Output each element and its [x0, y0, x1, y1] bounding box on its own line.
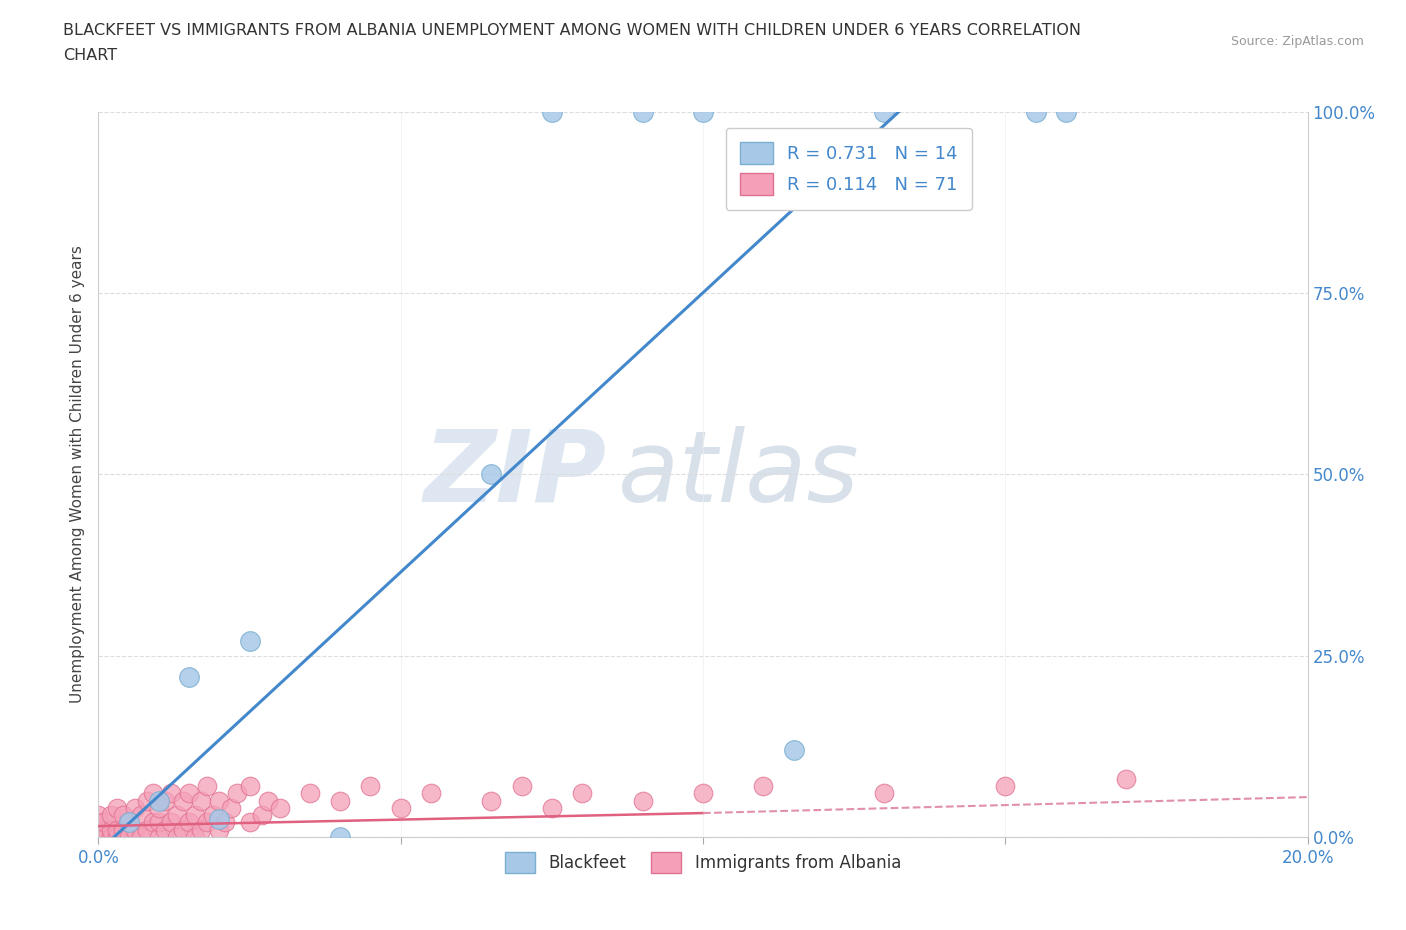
Point	[100, 808, 122, 823]
Point	[190, 793, 212, 808]
Point	[135, 793, 157, 808]
Point	[166, 808, 188, 823]
Text: CHART: CHART	[63, 48, 117, 63]
Point	[124, 801, 146, 816]
Point	[105, 801, 128, 816]
Point	[208, 793, 231, 808]
Point	[202, 808, 225, 823]
Point	[93, 822, 115, 837]
Point	[873, 786, 896, 801]
Point	[93, 815, 115, 830]
Point	[540, 104, 562, 119]
Point	[179, 670, 201, 684]
Point	[692, 786, 714, 801]
Point	[692, 104, 714, 119]
Point	[100, 830, 122, 844]
Text: ZIP: ZIP	[423, 426, 606, 523]
Point	[994, 778, 1017, 793]
Point	[118, 830, 141, 844]
Point	[783, 742, 806, 757]
Point	[87, 808, 110, 823]
Point	[214, 815, 236, 830]
Point	[481, 793, 503, 808]
Point	[172, 793, 194, 808]
Point	[153, 793, 176, 808]
Point	[1024, 104, 1046, 119]
Point	[160, 786, 183, 801]
Point	[184, 808, 207, 823]
Text: BLACKFEET VS IMMIGRANTS FROM ALBANIA UNEMPLOYMENT AMONG WOMEN WITH CHILDREN UNDE: BLACKFEET VS IMMIGRANTS FROM ALBANIA UNE…	[63, 23, 1081, 38]
Point	[239, 778, 262, 793]
Legend: Blackfeet, Immigrants from Albania: Blackfeet, Immigrants from Albania	[498, 845, 908, 880]
Point	[135, 822, 157, 837]
Point	[142, 786, 165, 801]
Point	[124, 822, 146, 837]
Y-axis label: Unemployment Among Women with Children Under 6 years: Unemployment Among Women with Children U…	[69, 246, 84, 703]
Point	[510, 778, 533, 793]
Point	[148, 801, 170, 816]
Text: Source: ZipAtlas.com: Source: ZipAtlas.com	[1230, 35, 1364, 48]
Point	[111, 808, 134, 823]
Point	[420, 786, 443, 801]
Point	[142, 815, 165, 830]
Point	[87, 815, 110, 830]
Point	[208, 811, 231, 827]
Point	[269, 801, 291, 816]
Point	[179, 786, 201, 801]
Point	[256, 793, 278, 808]
Point	[299, 786, 322, 801]
Point	[184, 830, 207, 844]
Point	[221, 801, 243, 816]
Point	[111, 822, 134, 837]
Point	[87, 822, 110, 837]
Point	[360, 778, 382, 793]
Point	[1054, 104, 1077, 119]
Point	[540, 801, 562, 816]
Point	[172, 822, 194, 837]
Point	[208, 822, 231, 837]
Point	[631, 793, 654, 808]
Point	[873, 104, 896, 119]
Point	[93, 830, 115, 844]
Point	[129, 808, 152, 823]
Point	[105, 830, 128, 844]
Point	[250, 808, 273, 823]
Point	[166, 830, 188, 844]
Point	[190, 822, 212, 837]
Point	[389, 801, 412, 816]
Point	[148, 815, 170, 830]
Point	[87, 830, 110, 844]
Point	[239, 815, 262, 830]
Point	[129, 830, 152, 844]
Point	[752, 778, 775, 793]
Point	[1115, 772, 1137, 787]
Point	[571, 786, 593, 801]
Point	[118, 815, 141, 830]
Point	[160, 815, 183, 830]
Text: atlas: atlas	[619, 426, 860, 523]
Point	[148, 793, 170, 808]
Point	[179, 815, 201, 830]
Point	[239, 633, 262, 648]
Point	[118, 815, 141, 830]
Point	[226, 786, 249, 801]
Point	[195, 815, 218, 830]
Point	[329, 830, 352, 844]
Point	[631, 104, 654, 119]
Point	[148, 830, 170, 844]
Point	[100, 822, 122, 837]
Point	[195, 778, 218, 793]
Point	[87, 830, 110, 844]
Point	[105, 822, 128, 837]
Point	[153, 822, 176, 837]
Point	[329, 793, 352, 808]
Point	[481, 467, 503, 482]
